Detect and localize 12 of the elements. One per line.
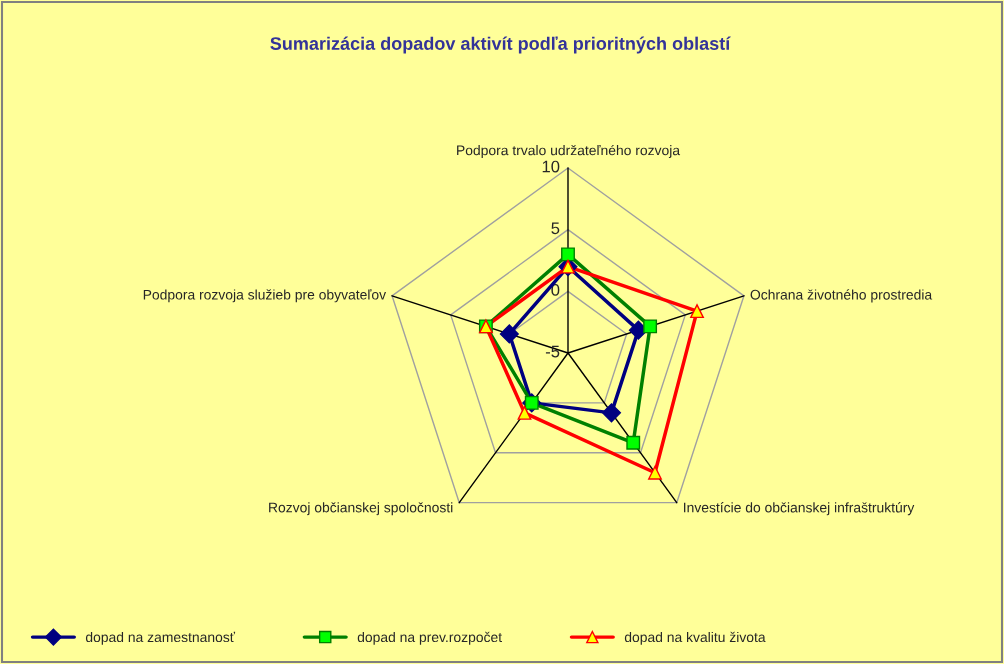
y-tick-label: 5 (551, 222, 560, 235)
spoke-label: Ochrana životného prostredia (750, 289, 933, 303)
spoke-label: Podpora trvalo udržateľného rozvoja (457, 144, 681, 158)
spoke-label: Investície do občianskej infraštruktúry (684, 502, 915, 516)
legend-label: dopad na prev.rozpočet (357, 631, 502, 645)
y-tick-label: 10 (542, 160, 560, 173)
spoke-label: Rozvoj občianskej spoločnosti (269, 502, 453, 516)
legend-label: dopad na kvalitu života (624, 631, 766, 645)
chart-title: Sumarizácia dopadov aktivít podľa prioritných oblastí (270, 36, 731, 54)
legend-label: dopad na zamestnanosť (85, 631, 236, 645)
spoke-label: Podpora rozvoja služieb pre obyvateľov (143, 289, 387, 303)
y-tick-label: -5 (545, 345, 560, 358)
